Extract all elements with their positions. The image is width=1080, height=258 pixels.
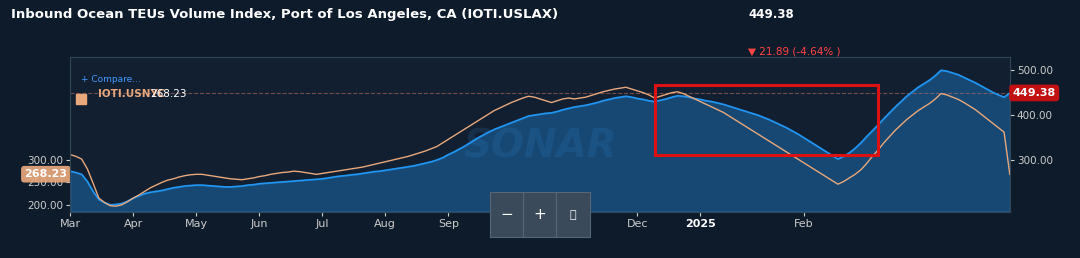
Text: 268.23: 268.23 [25, 169, 67, 179]
Text: ⛶: ⛶ [570, 210, 577, 220]
Bar [654, 85, 878, 156]
Text: −: − [500, 207, 513, 222]
Text: 449.38: 449.38 [748, 8, 794, 21]
Text: ▼ 21.89 (-4.64% ): ▼ 21.89 (-4.64% ) [748, 46, 841, 57]
Text: IOTI.USNYC: IOTI.USNYC [98, 89, 165, 99]
Text: 449.38: 449.38 [1013, 88, 1056, 98]
Text: 268.23: 268.23 [150, 89, 187, 99]
Text: SONAR: SONAR [463, 127, 617, 166]
Text: + Compare...: + Compare... [81, 75, 141, 84]
Text: Inbound Ocean TEUs Volume Index, Port of Los Angeles, CA (IOTI.USLAX): Inbound Ocean TEUs Volume Index, Port of… [11, 8, 558, 21]
Text: +: + [534, 207, 546, 222]
